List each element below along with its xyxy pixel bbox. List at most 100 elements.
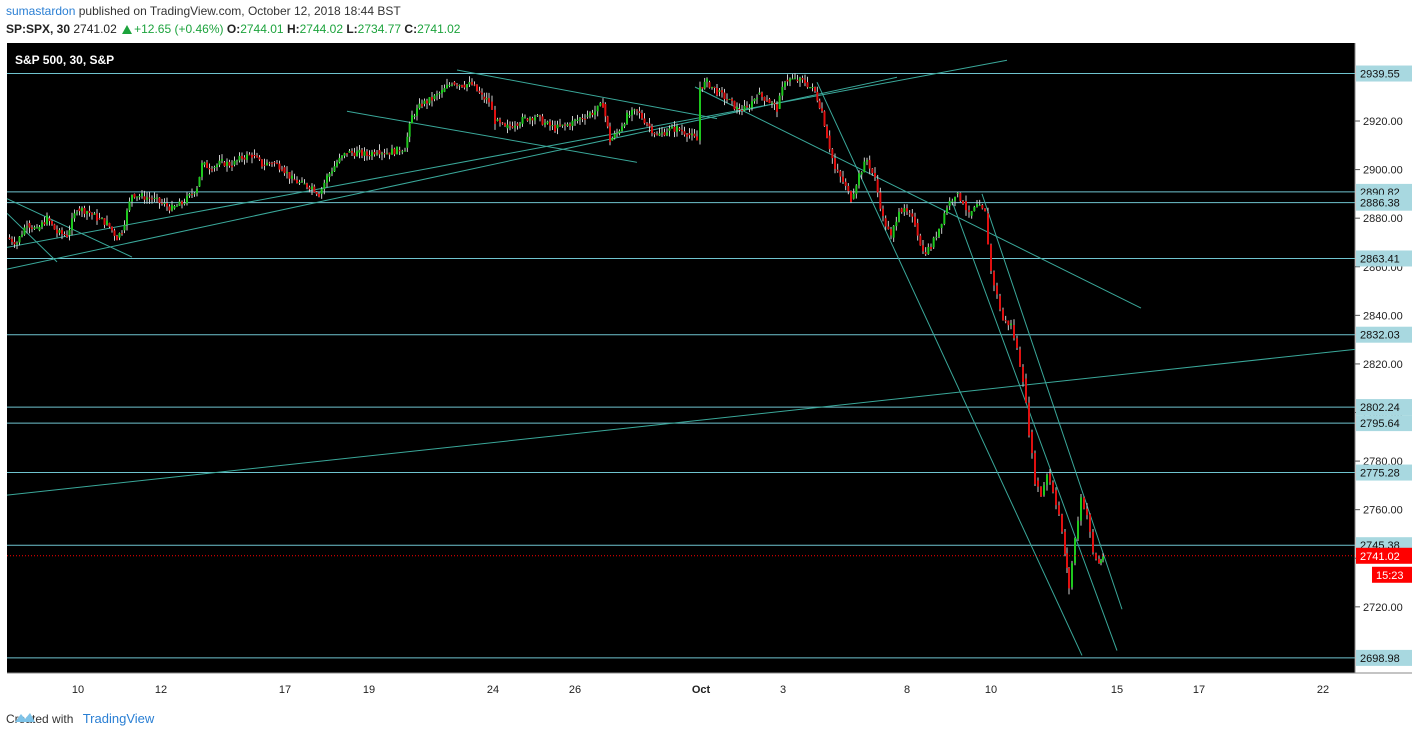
candle-body bbox=[286, 171, 288, 174]
candle-body bbox=[1049, 473, 1051, 483]
last-price-value: 2741.02 bbox=[73, 22, 117, 36]
candle-body bbox=[551, 125, 554, 127]
candle-body bbox=[987, 213, 989, 245]
candle-body bbox=[451, 84, 453, 86]
candle-body bbox=[293, 179, 296, 181]
candle-body bbox=[323, 182, 326, 189]
trend-line bbox=[981, 193, 1123, 610]
candle-body bbox=[441, 90, 443, 94]
candle-body bbox=[616, 132, 618, 134]
candle-body bbox=[1066, 553, 1068, 569]
candle-body bbox=[51, 221, 53, 225]
publish-info: sumastardon published on TradingView.com… bbox=[6, 4, 401, 18]
candle-body bbox=[1092, 531, 1094, 553]
candle-body bbox=[238, 155, 241, 161]
candle-body bbox=[852, 193, 855, 199]
candle-body bbox=[11, 238, 13, 242]
candle-body bbox=[761, 92, 763, 97]
candle-body bbox=[98, 218, 101, 220]
candle-body bbox=[499, 119, 501, 123]
candle-body bbox=[273, 162, 276, 164]
candle-body bbox=[661, 132, 663, 134]
candle-body bbox=[256, 155, 258, 158]
candle-body bbox=[188, 193, 191, 196]
candle-body bbox=[706, 78, 708, 82]
candle-body bbox=[858, 173, 860, 186]
candle-body bbox=[541, 116, 544, 125]
candle-body bbox=[703, 81, 706, 89]
candle-body bbox=[406, 136, 409, 148]
candle-body bbox=[887, 226, 890, 230]
candle-body bbox=[842, 176, 844, 182]
symbol-label: SP:SPX, 30 bbox=[6, 22, 71, 36]
low-label: L: bbox=[346, 22, 358, 36]
candle-body bbox=[771, 102, 773, 104]
chart-area[interactable]: 2720.002740.002760.002780.002800.002820.… bbox=[7, 43, 1412, 700]
candle-body bbox=[948, 200, 951, 207]
candle-body bbox=[496, 119, 499, 122]
candle-body bbox=[638, 111, 641, 114]
candle-body bbox=[28, 223, 31, 228]
candle-body bbox=[308, 187, 311, 190]
candle-body bbox=[168, 206, 171, 211]
tradingview-link[interactable]: TradingView bbox=[82, 711, 155, 726]
candle-body bbox=[458, 85, 461, 87]
candle-body bbox=[88, 210, 91, 214]
level-price-tag bbox=[1356, 649, 1412, 666]
candle-body bbox=[641, 113, 643, 119]
candle-body bbox=[753, 98, 756, 102]
published-text: published on TradingView.com, October 12… bbox=[78, 4, 401, 18]
candle-body bbox=[363, 151, 366, 156]
candle-body bbox=[126, 210, 128, 225]
candle-body bbox=[651, 126, 653, 134]
candle-body bbox=[922, 245, 924, 252]
candle-body bbox=[106, 220, 108, 225]
candle-body bbox=[743, 105, 746, 111]
candle-body bbox=[71, 218, 73, 231]
candle-body bbox=[206, 162, 208, 168]
candle-body bbox=[623, 123, 626, 127]
candle-body bbox=[151, 198, 153, 200]
candle-body bbox=[1007, 320, 1010, 326]
candle-body bbox=[111, 226, 113, 231]
candle-body bbox=[333, 166, 336, 172]
candle-body bbox=[73, 213, 76, 219]
candle-body bbox=[1055, 490, 1057, 506]
candle-body bbox=[708, 82, 711, 88]
candle-body bbox=[626, 112, 628, 124]
candle-body bbox=[1031, 431, 1033, 454]
candle-body bbox=[879, 192, 882, 209]
candle-body bbox=[778, 95, 781, 109]
candle-body bbox=[146, 197, 148, 200]
candle-body bbox=[1077, 520, 1079, 539]
candle-body bbox=[313, 186, 316, 193]
candle-body bbox=[643, 118, 646, 124]
candle-body bbox=[48, 218, 51, 222]
candle-body bbox=[916, 223, 919, 236]
candle-body bbox=[263, 164, 266, 166]
candle-body bbox=[716, 88, 718, 96]
candle-body bbox=[756, 97, 758, 99]
candle-body bbox=[726, 99, 728, 101]
candle-body bbox=[874, 172, 876, 178]
last-price-tag bbox=[1356, 547, 1412, 564]
author-link[interactable]: sumastardon bbox=[6, 4, 76, 18]
candle-body bbox=[123, 224, 126, 231]
candle-body bbox=[353, 152, 356, 157]
candle-body bbox=[426, 100, 428, 104]
candle-body bbox=[461, 85, 463, 87]
x-tick-label: 17 bbox=[1193, 684, 1205, 696]
candle-body bbox=[501, 122, 504, 124]
candlestick-chart[interactable]: 2720.002740.002760.002780.002800.002820.… bbox=[7, 43, 1412, 700]
low-value: 2734.77 bbox=[357, 22, 402, 36]
candle-body bbox=[751, 101, 753, 108]
candle-body bbox=[895, 221, 898, 227]
candle-body bbox=[471, 82, 473, 85]
candle-body bbox=[549, 121, 551, 126]
candle-body bbox=[1074, 537, 1076, 564]
candle-body bbox=[473, 84, 476, 86]
candle-body bbox=[696, 136, 698, 141]
candle-body bbox=[271, 163, 273, 165]
candle-body bbox=[158, 197, 161, 203]
candle-body bbox=[78, 208, 81, 212]
